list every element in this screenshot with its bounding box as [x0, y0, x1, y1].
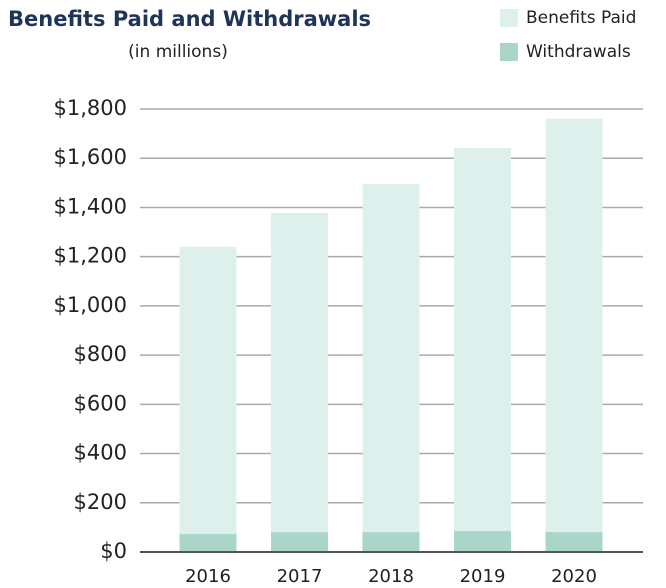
x-tick-label: 2016 — [185, 566, 231, 587]
bar-segment — [179, 534, 237, 552]
bar-segment — [362, 183, 420, 533]
bar-segment — [271, 532, 328, 552]
legend-label: Withdrawals — [526, 42, 631, 62]
x-tick-label: 2018 — [368, 566, 414, 587]
x-tick-label: 2019 — [460, 566, 506, 587]
x-tick-label: 2020 — [551, 566, 597, 587]
y-tick-label: $600 — [74, 391, 127, 415]
legend-swatch — [500, 43, 518, 61]
bar-segment — [271, 212, 328, 533]
chart-subtitle: (in millions) — [128, 42, 228, 62]
chart-title: Benefits Paid and Withdrawals — [8, 7, 371, 31]
legend-label: Benefits Paid — [526, 8, 636, 28]
y-tick-label: $1,800 — [54, 96, 127, 120]
bar-segment — [545, 118, 603, 533]
x-tick-label: 2017 — [277, 566, 323, 587]
y-tick-label: $1,000 — [54, 293, 127, 317]
y-tick-label: $1,200 — [54, 244, 127, 268]
bar-segment — [362, 532, 420, 552]
y-tick-label: $400 — [74, 441, 127, 465]
y-tick-label: $0 — [100, 539, 127, 563]
bar-segment — [454, 147, 511, 532]
y-tick-label: $1,600 — [54, 145, 127, 169]
y-tick-label: $1,400 — [54, 194, 127, 218]
legend-swatch — [500, 9, 518, 27]
bar-segment — [179, 246, 237, 535]
bar-segment — [545, 532, 603, 552]
y-tick-label: $200 — [74, 490, 127, 514]
bar-segment — [454, 531, 511, 552]
y-tick-label: $800 — [74, 342, 127, 366]
